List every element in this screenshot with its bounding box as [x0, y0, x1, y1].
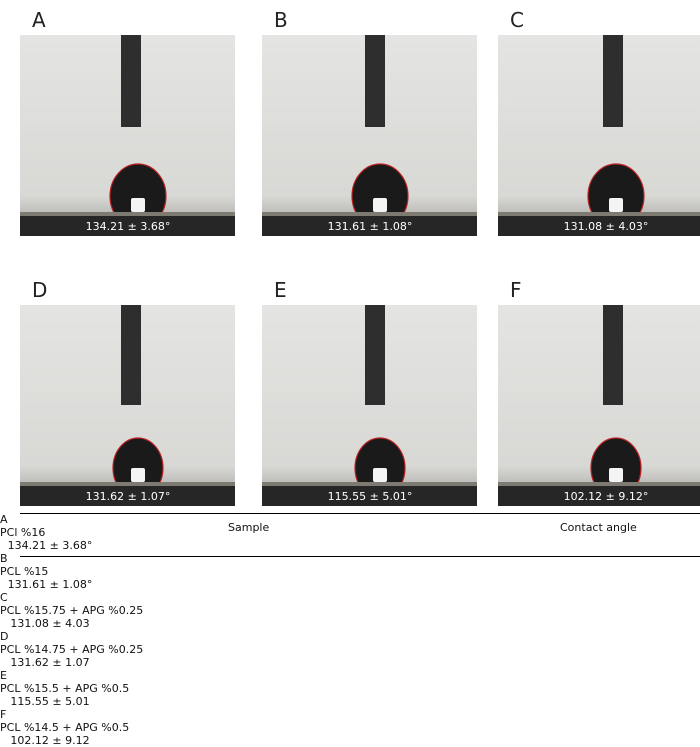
panel-label: F — [510, 278, 522, 302]
row-contact-angle: 102.12 ± 9.12 — [0, 734, 100, 747]
row-label: C — [0, 591, 700, 604]
substrate — [20, 482, 235, 486]
row-label: F — [0, 708, 700, 721]
row-sample: PCL %14.75 + APG %0.25 — [0, 643, 700, 656]
header-sample: Sample — [228, 521, 269, 534]
row-sample: PCL %14.5 + APG %0.5 — [0, 721, 700, 734]
panel-caption: 115.55 ± 5.01° — [328, 490, 413, 503]
panel-caption: 131.61 ± 1.08° — [328, 220, 413, 233]
photo-panel: E 115.55 ± 5.01° — [262, 278, 477, 506]
needle — [121, 305, 141, 405]
needle — [603, 35, 623, 127]
substrate — [262, 212, 477, 216]
droplet-highlight — [373, 198, 387, 212]
header-contact-angle: Contact angle — [560, 521, 637, 534]
photo-panel: C 131.08 ± 4.03° — [498, 8, 700, 236]
row-contact-angle: 131.08 ± 4.03 — [0, 617, 100, 630]
droplet-highlight — [609, 198, 623, 212]
row-sample: PCL %15.5 + APG %0.5 — [0, 682, 700, 695]
droplet-highlight — [131, 468, 145, 482]
table-header: Sample Contact angle — [20, 513, 700, 557]
droplet-highlight — [609, 468, 623, 482]
panel-caption: 131.62 ± 1.07° — [86, 490, 171, 503]
panel-caption: 134.21 ± 3.68° — [86, 220, 171, 233]
panel-label: B — [274, 8, 288, 32]
photo-panel: D 131.62 ± 1.07° — [20, 278, 235, 506]
needle — [603, 305, 623, 405]
figure: A 134.21 ± 3.68° B 131.61 ± 1.08° C 131.08 ± … — [0, 0, 700, 510]
needle — [365, 35, 385, 127]
substrate — [498, 212, 700, 216]
row-label: E — [0, 669, 700, 682]
row-contact-angle: 115.55 ± 5.01 — [0, 695, 100, 708]
droplet-highlight — [131, 198, 145, 212]
panel-label: E — [274, 278, 287, 302]
panel-caption: 102.12 ± 9.12° — [564, 490, 649, 503]
substrate — [20, 212, 235, 216]
row-label: D — [0, 630, 700, 643]
needle — [121, 35, 141, 127]
row-sample: PCL %15 — [0, 565, 700, 578]
substrate — [498, 482, 700, 486]
row-contact-angle: 131.61 ± 1.08° — [0, 578, 100, 591]
photo-panel: F 102.12 ± 9.12° — [498, 278, 700, 506]
photo-panel: A 134.21 ± 3.68° — [20, 8, 235, 236]
panel-caption: 131.08 ± 4.03° — [564, 220, 649, 233]
panel-label: A — [32, 8, 46, 32]
photo-panel: B 131.61 ± 1.08° — [262, 8, 477, 236]
substrate — [262, 482, 477, 486]
needle — [365, 305, 385, 405]
droplet-highlight — [373, 468, 387, 482]
row-contact-angle: 131.62 ± 1.07 — [0, 656, 100, 669]
row-sample: PCL %15.75 + APG %0.25 — [0, 604, 700, 617]
panel-label: D — [32, 278, 47, 302]
panel-label: C — [510, 8, 524, 32]
